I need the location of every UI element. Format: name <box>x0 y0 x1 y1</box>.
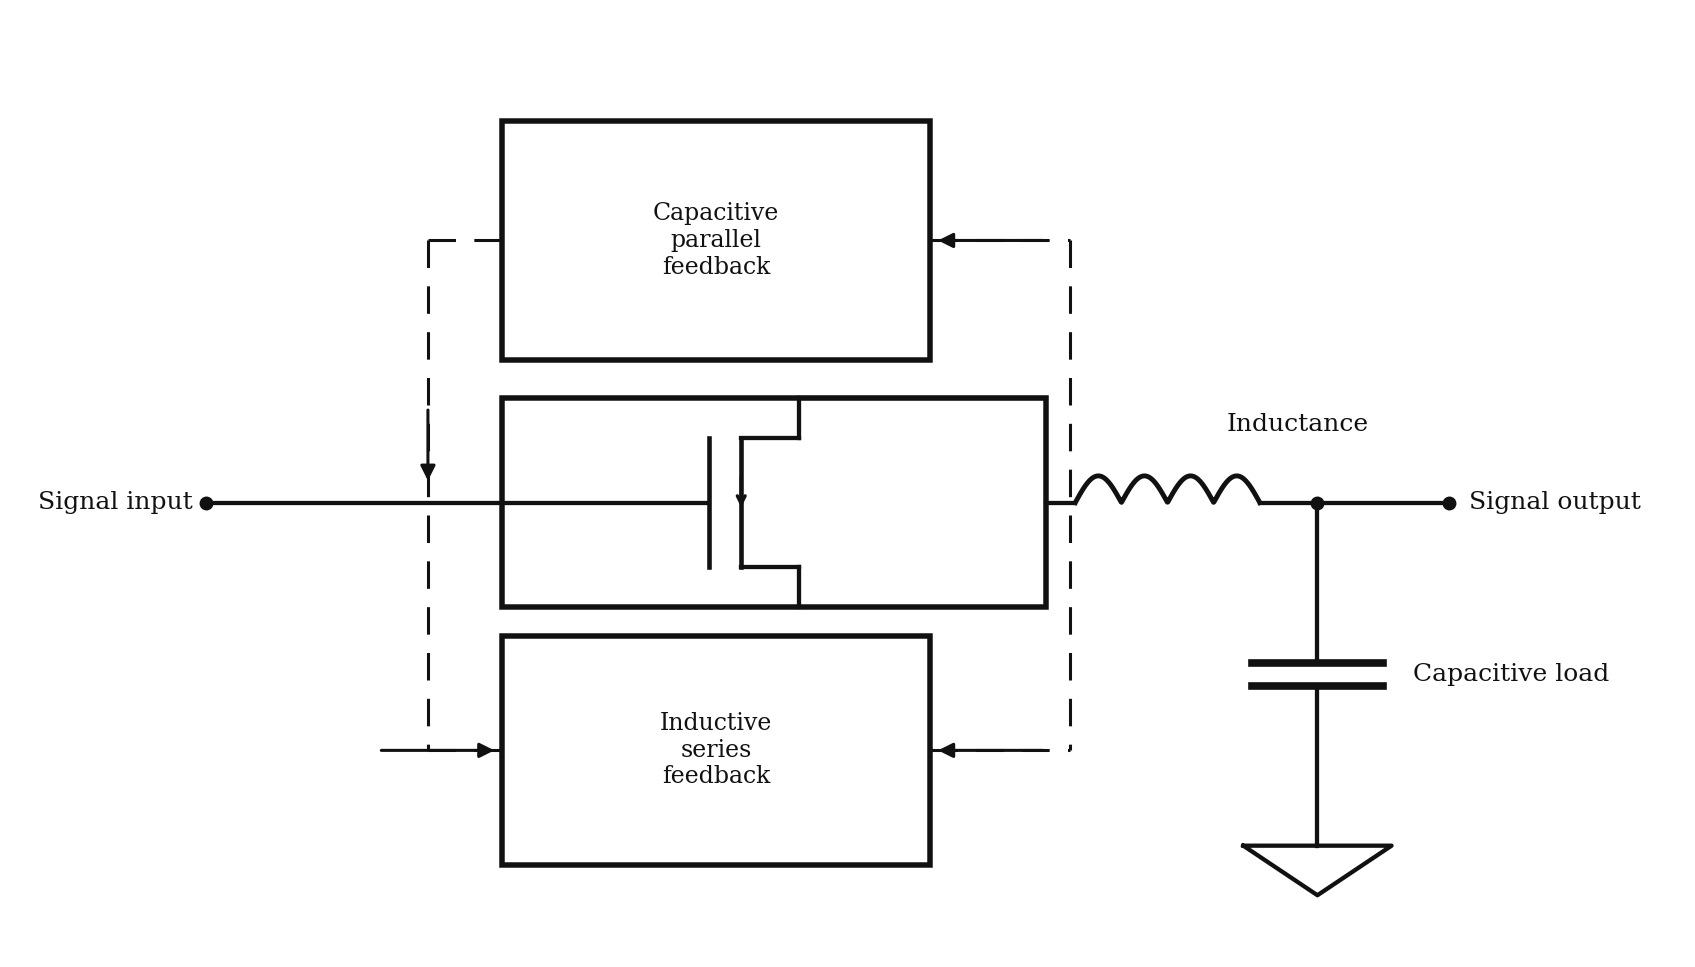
Text: Capacitive load: Capacitive load <box>1414 662 1609 686</box>
Text: Signal output: Signal output <box>1470 491 1641 514</box>
Text: Capacitive
parallel
feedback: Capacitive parallel feedback <box>653 202 780 278</box>
Text: Signal input: Signal input <box>37 491 193 514</box>
Bar <box>502 636 931 864</box>
Text: Inductance: Inductance <box>1227 413 1370 436</box>
Text: Inductive
series
feedback: Inductive series feedback <box>659 713 773 788</box>
Bar <box>502 397 1046 607</box>
Bar <box>502 121 931 360</box>
